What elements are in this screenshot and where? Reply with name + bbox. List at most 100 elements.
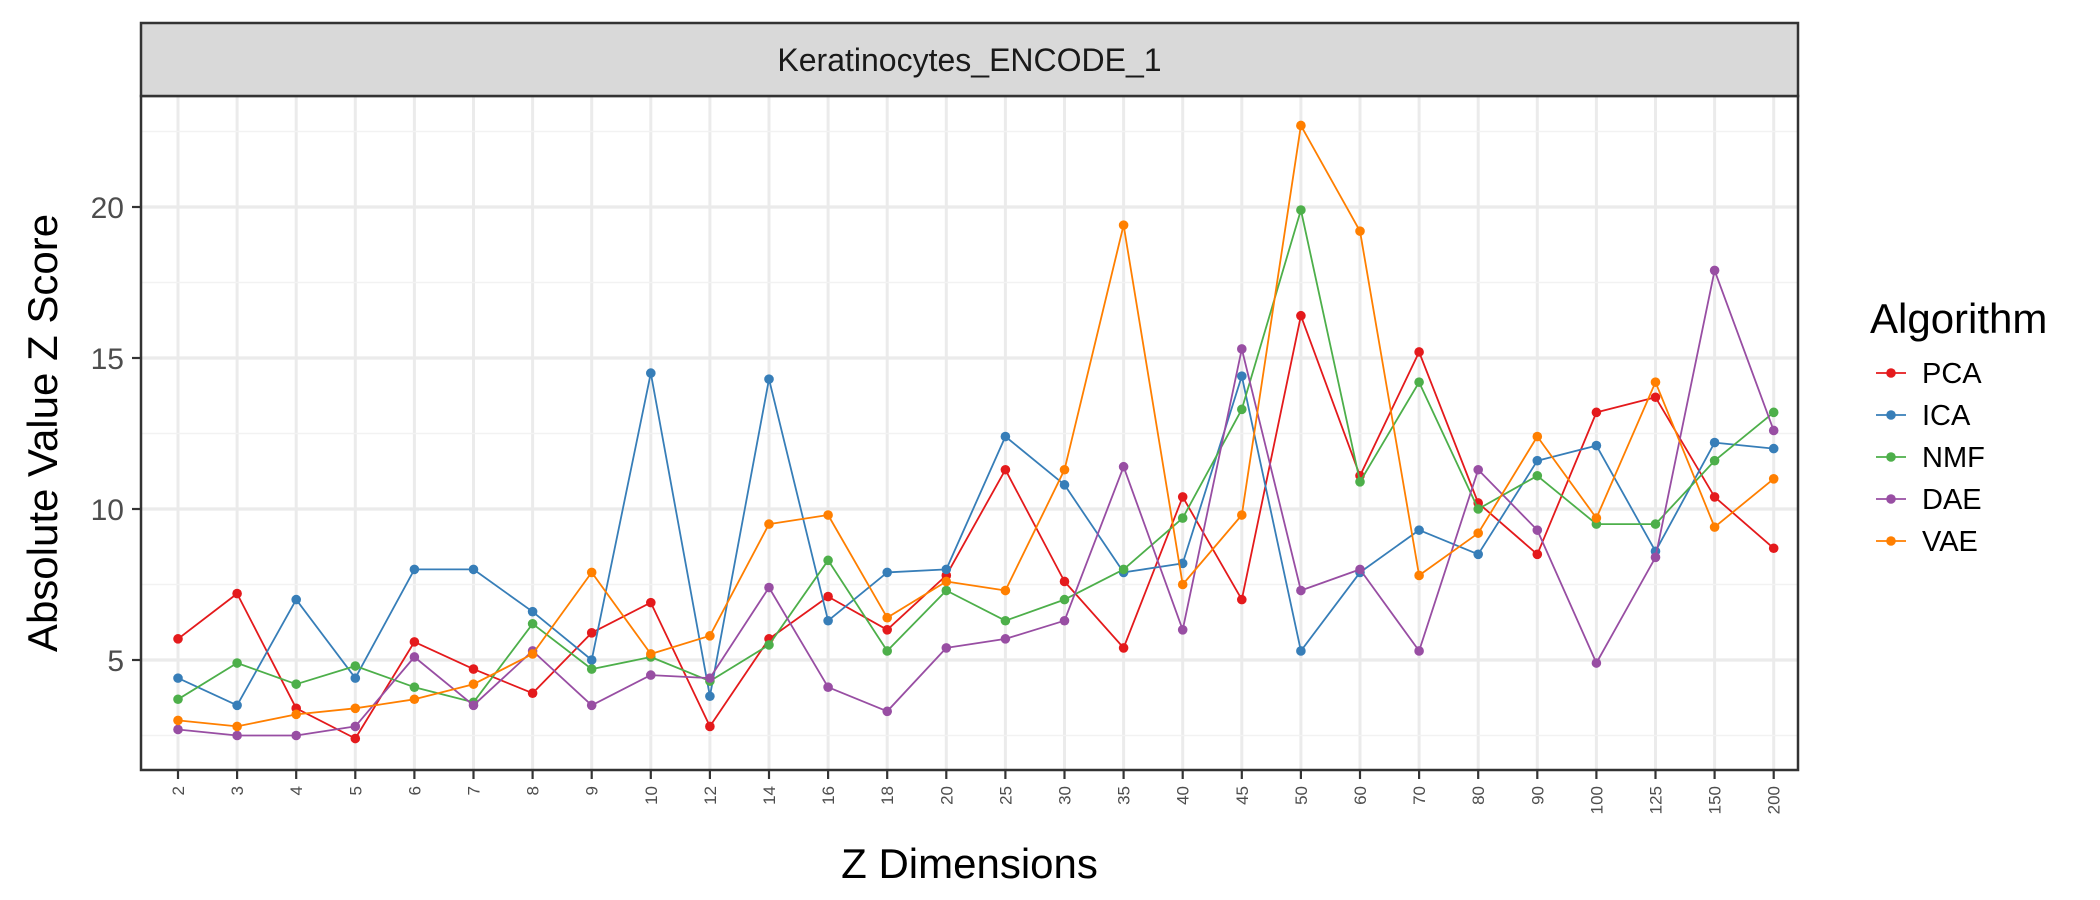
data-point-dae: [1355, 564, 1365, 575]
data-point-pca: [1768, 543, 1779, 554]
x-tick-label: 70: [1410, 786, 1429, 805]
data-point-pca: [823, 591, 833, 602]
data-point-nmf: [823, 555, 833, 566]
data-point-dae: [941, 643, 952, 653]
data-point-ica: [291, 594, 302, 605]
x-tick-label: 125: [1647, 786, 1666, 814]
data-point-vae: [586, 567, 597, 578]
data-point-dae: [1237, 344, 1247, 354]
data-point-pca: [527, 688, 538, 699]
x-tick-label: 50: [1292, 786, 1311, 805]
data-point-dae: [1768, 425, 1779, 436]
x-axis-title: Z Dimensions: [841, 840, 1098, 887]
data-point-vae: [1000, 585, 1011, 596]
x-tick-label: 25: [996, 786, 1015, 805]
data-point-pca: [1591, 407, 1602, 418]
x-tick-label: 12: [701, 786, 720, 805]
x-tick-label: 45: [1233, 786, 1252, 805]
series-lines: [173, 120, 1779, 744]
data-point-dae: [705, 673, 715, 683]
data-point-ica: [1000, 431, 1011, 442]
y-axis-title: Absolute Value Z Score: [19, 214, 66, 652]
data-point-pca: [468, 664, 479, 674]
x-tick-label: 2: [169, 786, 188, 795]
data-point-nmf: [1000, 615, 1011, 626]
data-point-nmf: [1414, 377, 1424, 387]
data-point-dae: [764, 582, 774, 593]
data-point-nmf: [1709, 455, 1720, 466]
data-point-pca: [1650, 392, 1661, 403]
data-point-ica: [468, 564, 479, 575]
data-point-ica: [1591, 440, 1602, 451]
data-point-dae: [173, 724, 183, 735]
data-point-nmf: [1532, 470, 1543, 481]
data-point-vae: [1296, 120, 1306, 131]
data-point-ica: [764, 374, 774, 384]
x-tick-label: 14: [760, 786, 779, 805]
series-ica: [173, 368, 1779, 711]
legend: Algorithm PCA ICA NMF DAE VAE: [1870, 295, 2047, 558]
x-axis-ticks: 2 3 4 5 6 7 8 9 10 12 14 16 18 20 25 30 35 40 45 50 60 70 80 90…: [169, 770, 1784, 814]
data-point-dae: [1296, 585, 1306, 596]
x-tick-label: 18: [878, 786, 897, 805]
data-point-nmf: [1296, 205, 1306, 215]
data-point-vae: [1591, 513, 1602, 523]
data-point-ica: [173, 673, 183, 683]
data-point-dae: [232, 730, 242, 741]
x-tick-label: 100: [1587, 786, 1606, 814]
data-point-dae: [646, 670, 656, 680]
data-point-dae: [409, 652, 420, 662]
data-point-ica: [1473, 549, 1483, 560]
series-line-pca: [177, 314, 1775, 740]
data-point-nmf: [1059, 594, 1070, 605]
legend-key-point: [1886, 368, 1896, 378]
facet-strip: Keratinocytes_ENCODE_1: [139, 21, 1800, 98]
x-tick-label: 200: [1765, 786, 1784, 814]
data-point-nmf: [173, 694, 183, 705]
legend-key-point: [1886, 536, 1896, 546]
data-point-pca: [1000, 464, 1011, 475]
data-point-pca: [409, 637, 420, 647]
data-point-nmf: [1118, 564, 1129, 575]
legend-label: ICA: [1922, 400, 1971, 432]
data-point-nmf: [764, 640, 774, 650]
data-point-pca: [586, 628, 597, 638]
x-tick-label: 8: [524, 786, 543, 795]
x-tick-label: 90: [1528, 786, 1547, 805]
legend-label: VAE: [1922, 526, 1978, 558]
data-point-pca: [1709, 492, 1720, 502]
data-point-nmf: [1177, 513, 1188, 523]
x-tick-label: 80: [1469, 786, 1488, 805]
x-tick-label: 60: [1351, 786, 1370, 805]
data-point-dae: [468, 700, 479, 711]
data-point-nmf: [1650, 519, 1661, 529]
data-point-vae: [1118, 220, 1129, 230]
x-tick-label: 150: [1706, 786, 1725, 814]
data-point-dae: [1059, 615, 1070, 626]
data-point-nmf: [1237, 404, 1247, 415]
data-point-pca: [350, 733, 361, 744]
data-point-dae: [350, 721, 361, 732]
data-point-vae: [1237, 510, 1247, 520]
data-point-pca: [173, 634, 183, 644]
x-tick-label: 5: [346, 786, 365, 795]
data-point-ica: [646, 368, 656, 378]
data-point-dae: [586, 700, 597, 711]
x-tick-label: 10: [642, 786, 661, 805]
data-point-ica: [705, 691, 715, 702]
legend-title: Algorithm: [1870, 295, 2047, 342]
data-point-vae: [1709, 522, 1720, 532]
grid-lines: [141, 96, 1798, 770]
x-tick-label: 4: [287, 786, 306, 795]
data-point-ica: [232, 700, 242, 711]
data-point-pca: [882, 625, 892, 635]
x-tick-label: 35: [1115, 786, 1134, 805]
y-tick-label: 15: [91, 343, 124, 376]
data-point-vae: [1059, 464, 1070, 475]
series-line-vae: [177, 124, 1775, 728]
data-point-nmf: [350, 661, 361, 671]
data-point-dae: [1650, 552, 1661, 563]
data-point-pca: [705, 721, 715, 732]
data-point-dae: [1709, 265, 1720, 276]
